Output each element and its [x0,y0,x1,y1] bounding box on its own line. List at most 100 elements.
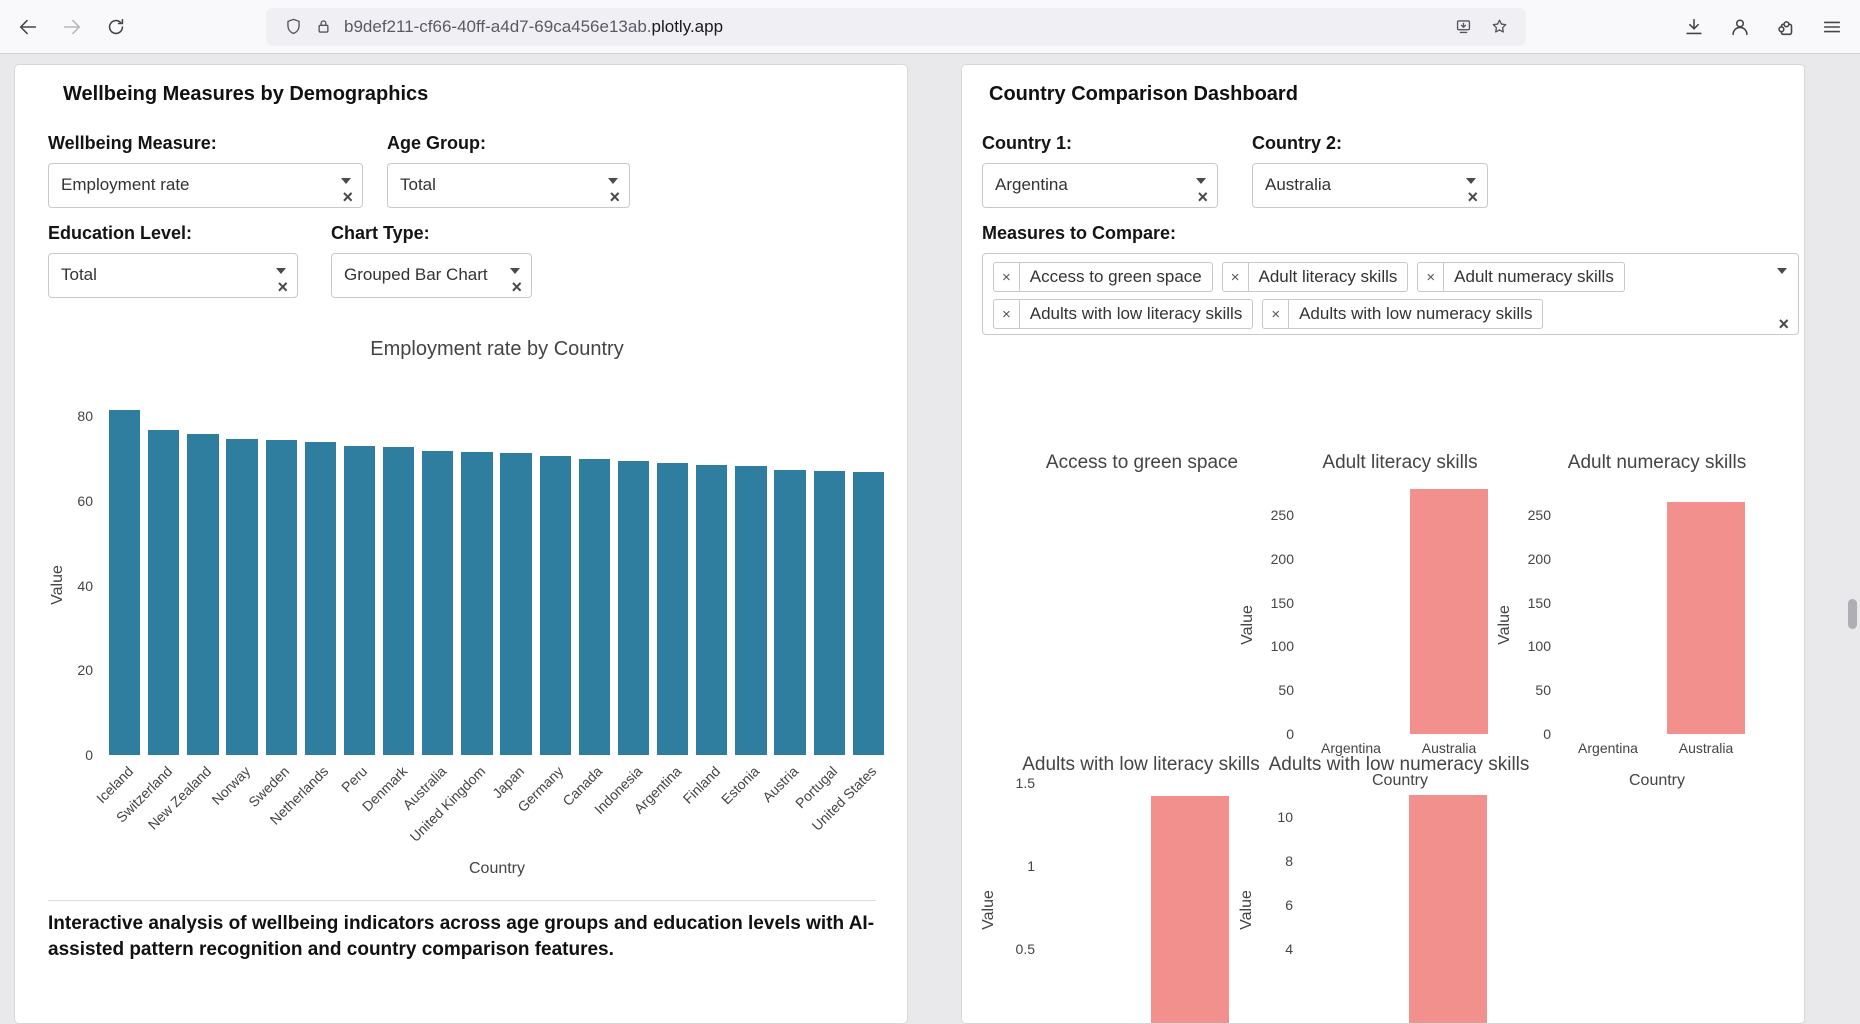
remove-measure-icon[interactable]: × [1418,263,1445,291]
chevron-down-icon[interactable] [608,178,618,184]
wellbeing-measure-control: Wellbeing Measure: Employment rate × [48,133,363,208]
bar-netherlands[interactable] [304,442,336,755]
country2-dropdown[interactable]: Australia × [1252,163,1488,208]
bar-australia[interactable] [1409,488,1489,734]
remove-measure-icon[interactable]: × [1263,300,1290,328]
adult-literacy-skills-xlabel: Country [1371,772,1429,789]
country1-control: Country 1: Argentina × [982,133,1218,208]
bar-sweden[interactable] [265,440,297,755]
save-page-icon[interactable] [1448,12,1478,42]
account-button[interactable] [1722,9,1758,45]
url-domain: plotly.app [651,16,724,36]
clear-icon[interactable]: × [342,187,353,207]
chevron-down-icon[interactable] [276,268,286,274]
measures-label: Measures to Compare: [982,223,1177,243]
bar-switzerland[interactable] [148,429,180,755]
remove-measure-icon[interactable]: × [994,263,1020,291]
country1-dropdown[interactable]: Argentina × [982,163,1218,208]
hamburger-menu-icon [1823,21,1841,32]
tracking-shield-icon[interactable] [278,12,308,42]
measures-multiselect[interactable]: × Access to green space × Adult literacy sk… [982,253,1799,335]
lock-icon[interactable] [308,12,338,42]
country2-label: Country 2: [1252,133,1342,153]
bar-australia[interactable] [422,450,454,755]
education-level-label: Education Level: [48,223,193,243]
bar-finland[interactable] [696,465,728,755]
bar-united-states[interactable] [852,472,885,755]
forward-arrow-icon [63,19,81,34]
measure-tag[interactable]: × Access to green space [993,262,1213,292]
bar-norway[interactable] [226,439,258,755]
menu-button[interactable] [1814,9,1850,45]
bar-estonia[interactable] [735,466,767,755]
clear-icon[interactable]: × [511,277,522,297]
chevron-down-icon[interactable] [510,268,520,274]
bar-australia[interactable] [1666,501,1746,734]
clear-icon[interactable]: × [1467,187,1478,207]
wellbeing-measure-dropdown[interactable]: Employment rate × [48,163,363,208]
adults-with-low-numeracy-skills-ylabel: Value [1238,890,1255,930]
clear-icon[interactable]: × [1197,187,1208,207]
measure-tag[interactable]: × Adult literacy skills [1221,262,1409,292]
bookmark-star-icon[interactable] [1484,12,1514,42]
bar-peru[interactable] [343,445,376,755]
y-tick-label: 250 [1527,507,1551,523]
chevron-down-icon[interactable] [1466,178,1476,184]
clear-icon[interactable]: × [609,187,620,207]
chevron-down-icon[interactable] [341,178,351,184]
y-tick-label: 200 [1527,550,1551,567]
chart-type-dropdown[interactable]: Grouped Bar Chart × [331,253,532,298]
forward-button[interactable] [54,9,90,45]
chevron-down-icon[interactable] [1777,268,1787,274]
remove-measure-icon[interactable]: × [1223,263,1249,291]
wellbeing-measures-panel: Wellbeing Measures by Demographics Wellb… [14,64,908,1024]
education-level-dropdown[interactable]: Total × [48,253,298,298]
bar-portugal[interactable] [813,471,845,755]
measure-tag[interactable]: × Adult numeracy skills [1417,262,1625,292]
bar-united-kingdom[interactable] [461,452,493,755]
measure-tag[interactable]: × Adults with low numeracy skills [1262,299,1544,329]
clear-icon[interactable]: × [277,277,288,297]
y-tick-label: 0 [85,747,93,763]
y-tick-label: 0.5 [1015,941,1035,957]
bar-argentina[interactable] [657,462,689,755]
dropdown-value: Grouped Bar Chart [344,265,488,284]
x-tick-label: Australia [1421,740,1477,756]
reload-button[interactable] [98,9,134,45]
analysis-description: Interactive analysis of wellbeing indica… [48,913,875,960]
downloads-button[interactable] [1676,9,1712,45]
bar-iceland[interactable] [108,410,141,755]
bar-japan[interactable] [500,453,532,755]
chart-type-label: Chart Type: [331,223,430,243]
x-tick-label: Argentina [1578,740,1638,756]
adult-numeracy-skills-ylabel: Value [1496,605,1513,645]
url-subdomain: b9def211-cf66-40ff-a4d7-69ca456e13ab. [344,16,652,36]
back-arrow-icon [19,19,37,34]
measure-tag[interactable]: × Adults with low literacy skills [993,299,1254,329]
age-group-dropdown[interactable]: Total × [387,163,630,208]
x-tick-label: Argentina [1321,740,1381,756]
bar-new-zealand[interactable] [187,434,219,755]
bar-canada[interactable] [578,458,611,755]
bar-austria[interactable] [774,469,806,755]
clear-all-icon[interactable]: × [1778,314,1789,334]
scrollbar-thumb[interactable] [1848,599,1857,629]
employment-rate-by-country-ylabel: Value [49,565,66,605]
y-tick-label: 50 [1535,682,1551,699]
download-icon [1686,18,1702,34]
bar-australia[interactable] [1150,796,1230,1023]
extensions-button[interactable] [1768,9,1804,45]
bar-germany[interactable] [539,455,571,755]
adults-with-low-numeracy-skills-title: Adults with low numeracy skills [1268,754,1530,775]
remove-measure-icon[interactable]: × [994,300,1020,328]
bar-australia[interactable] [1408,795,1488,1023]
wellbeing-measure-label: Wellbeing Measure: [48,133,217,153]
back-button[interactable] [10,9,46,45]
chevron-down-icon[interactable] [1196,178,1206,184]
y-tick-label: 80 [77,408,93,424]
bar-indonesia[interactable] [617,461,650,755]
education-level-control: Education Level: Total × [48,223,298,298]
bar-denmark[interactable] [382,447,415,755]
url-bar[interactable]: b9def211-cf66-40ff-a4d7-69ca456e13ab.plo… [266,7,1526,46]
y-tick-label: 150 [1527,594,1551,611]
